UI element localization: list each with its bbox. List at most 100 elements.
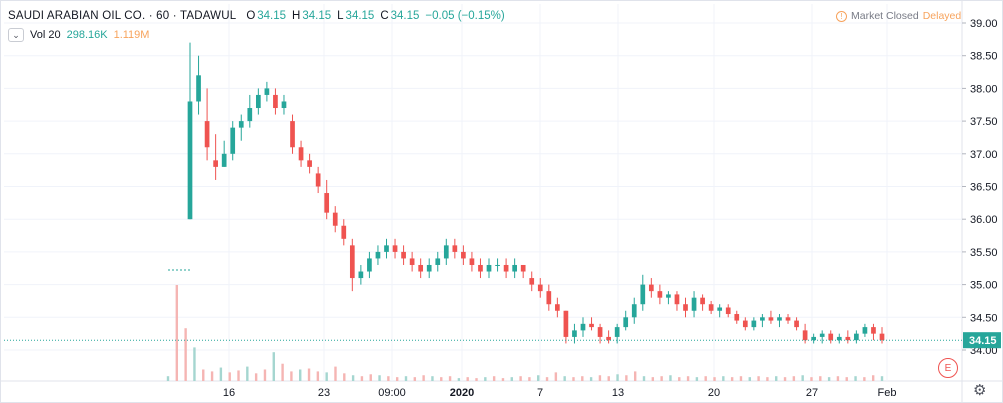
- volume-bar: [369, 374, 372, 381]
- candle-body: [238, 121, 244, 128]
- candle-body: [666, 294, 671, 298]
- gear-icon[interactable]: ⚙: [973, 382, 987, 399]
- volume-bar: [422, 375, 425, 381]
- time-tick-label: Feb: [878, 387, 897, 399]
- candle-body: [401, 251, 406, 259]
- volume-bar: [827, 377, 831, 381]
- candle-body: [674, 294, 680, 305]
- time-tick-label: 27: [806, 387, 818, 399]
- volume-bar: [484, 377, 487, 381]
- candle-body: [409, 258, 415, 265]
- volume-bar: [307, 368, 311, 381]
- volume-bar: [378, 375, 381, 381]
- current-price-badge: [963, 332, 1001, 349]
- candle-body: [555, 304, 560, 311]
- volume-bar: [166, 376, 170, 381]
- candle-body: [794, 320, 799, 328]
- volume-bar: [545, 377, 549, 381]
- volume-bar: [836, 376, 840, 381]
- candle-body: [264, 88, 270, 95]
- volume-bar: [466, 377, 469, 381]
- candle-body: [247, 108, 253, 122]
- info-icon[interactable]: !: [836, 10, 847, 22]
- candle-body: [290, 121, 295, 148]
- candle-body: [384, 245, 389, 252]
- price-tick-label: 38.50: [970, 51, 998, 63]
- volume-bar: [748, 377, 751, 381]
- current-price-label: 34.15: [969, 335, 997, 347]
- candle-body: [606, 336, 611, 341]
- volume-bar: [325, 372, 328, 381]
- candle-body: [358, 271, 364, 279]
- candle-body: [725, 307, 731, 315]
- change-value: −0.05 (−0.15%): [425, 10, 505, 22]
- volume-bar: [413, 377, 417, 381]
- volume-bar: [554, 372, 558, 381]
- time-tick-label: 2020: [450, 387, 474, 399]
- close-value: 34.15: [390, 10, 420, 22]
- volume-bar: [316, 371, 320, 381]
- symbol-title[interactable]: SAUDI ARABIAN OIL CO. · 60 · TADAWUL: [8, 10, 237, 22]
- chevron-down-icon[interactable]: ⌄: [8, 28, 24, 42]
- candle-body: [341, 225, 347, 239]
- candle-body: [375, 251, 381, 259]
- volume-bar: [351, 375, 355, 381]
- volume-bar: [581, 376, 584, 381]
- volume-bar: [457, 378, 461, 381]
- candle-body: [332, 212, 338, 226]
- candle-body: [255, 94, 261, 109]
- volume-bar: [871, 375, 875, 381]
- candle-body: [648, 284, 654, 292]
- volume-bar: [695, 377, 699, 381]
- time-tick-label: 09:00: [378, 387, 406, 399]
- volume-bar: [184, 328, 187, 381]
- candle-body: [324, 193, 330, 213]
- volume-bar: [730, 377, 734, 381]
- candle-body: [204, 121, 210, 148]
- candle-body: [537, 284, 543, 292]
- volume-bar: [219, 367, 223, 381]
- candle-body: [187, 101, 193, 220]
- market-status: ! Market Closed Delayed: [836, 10, 961, 22]
- candle-body: [298, 147, 304, 161]
- candle-body: [221, 153, 227, 167]
- volume-bar: [783, 377, 787, 381]
- volume-bar: [598, 375, 602, 381]
- candle-body: [315, 173, 321, 187]
- candle-body: [230, 127, 236, 154]
- candle-body: [418, 264, 424, 272]
- candle-body: [443, 245, 449, 259]
- volume-bar: [757, 376, 760, 381]
- earnings-event-badge[interactable]: E: [938, 358, 958, 378]
- volume-bar: [713, 377, 716, 381]
- volume-bar: [766, 377, 769, 381]
- volume-bar: [810, 377, 813, 381]
- time-tick-label: 7: [537, 387, 543, 399]
- volume-value: 298.16K: [66, 29, 108, 41]
- close-label: C: [380, 10, 389, 22]
- candle-body: [657, 291, 663, 298]
- volume-label[interactable]: Vol 20: [30, 29, 61, 41]
- volume-bar: [175, 285, 179, 381]
- volume-bar: [254, 373, 258, 381]
- high-value: 34.15: [302, 10, 332, 22]
- volume-bar: [448, 376, 452, 381]
- volume-bar: [801, 375, 804, 381]
- candle-body: [597, 327, 603, 337]
- volume-bar: [404, 376, 408, 381]
- candle-body: [503, 264, 509, 272]
- high-label: H: [292, 10, 301, 22]
- price-tick-label: 37.50: [970, 116, 998, 128]
- candle-body: [580, 323, 586, 331]
- volume-bar: [563, 376, 566, 381]
- candle-body: [572, 330, 577, 337]
- volume-bar: [290, 371, 293, 381]
- volume-bar: [501, 378, 505, 381]
- candle-body: [845, 336, 851, 341]
- price-tick-label: 38.00: [970, 83, 998, 95]
- volume-bar: [528, 377, 531, 381]
- price-tick-label: 39.00: [970, 18, 998, 30]
- candle-body: [461, 251, 466, 259]
- candle-body: [742, 320, 748, 328]
